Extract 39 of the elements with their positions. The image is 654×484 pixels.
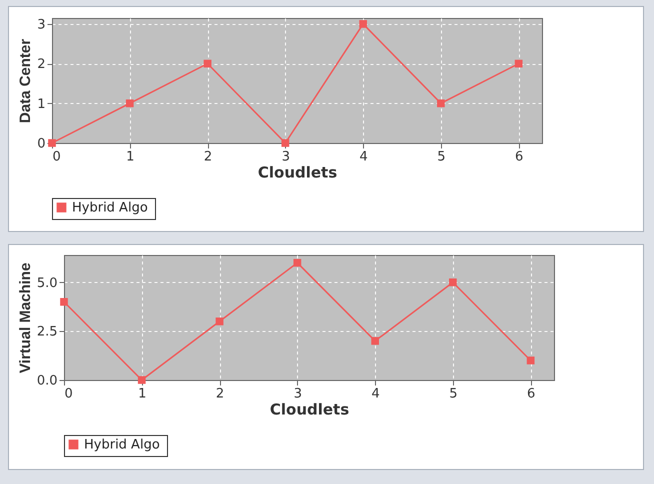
x-tick-label: 1: [126, 150, 134, 164]
x-tick-label: 3: [294, 386, 302, 402]
x-axis-title: Cloudlets: [258, 164, 338, 182]
point: [204, 60, 212, 68]
point: [216, 318, 224, 326]
x-tick-label: 4: [359, 150, 368, 164]
y-tick-label: 2: [37, 57, 46, 72]
y-axis-title: Virtual Machine: [16, 262, 34, 374]
point: [126, 99, 134, 108]
x-tick-label: 2: [204, 150, 212, 164]
y-tick-label: 0: [37, 136, 46, 152]
x-tick-label: 2: [216, 386, 224, 402]
x-tick-label: 5: [437, 150, 446, 164]
point: [293, 258, 302, 267]
point: [138, 376, 146, 384]
legend-label: Hybrid Algo: [72, 200, 148, 216]
point: [449, 278, 457, 286]
y-axis-title: Data Center: [17, 38, 34, 124]
x-tick-label: 5: [449, 386, 458, 402]
y-tick-label: 3: [37, 17, 46, 32]
point: [281, 139, 290, 147]
x-tick-label: 6: [515, 150, 524, 164]
x-tick-label: 3: [282, 150, 290, 164]
y-tick-label: 0.0: [36, 374, 58, 388]
point: [359, 20, 367, 28]
y-tick-label: 2.5: [36, 324, 58, 340]
y-tick-label: 1: [37, 96, 46, 112]
x-tick-label: 1: [138, 386, 146, 402]
x-tick-label: 6: [527, 386, 536, 402]
x-axis-title: Cloudlets: [270, 400, 350, 418]
x-tick-label: 0: [64, 386, 73, 402]
point: [371, 337, 379, 345]
y-tick-label: 5.0: [36, 276, 58, 291]
point: [60, 298, 68, 306]
x-tick-label: 4: [371, 386, 380, 402]
point: [514, 60, 523, 68]
legend-label: Hybrid Algo: [84, 438, 160, 452]
point: [526, 356, 535, 364]
point: [437, 99, 445, 108]
